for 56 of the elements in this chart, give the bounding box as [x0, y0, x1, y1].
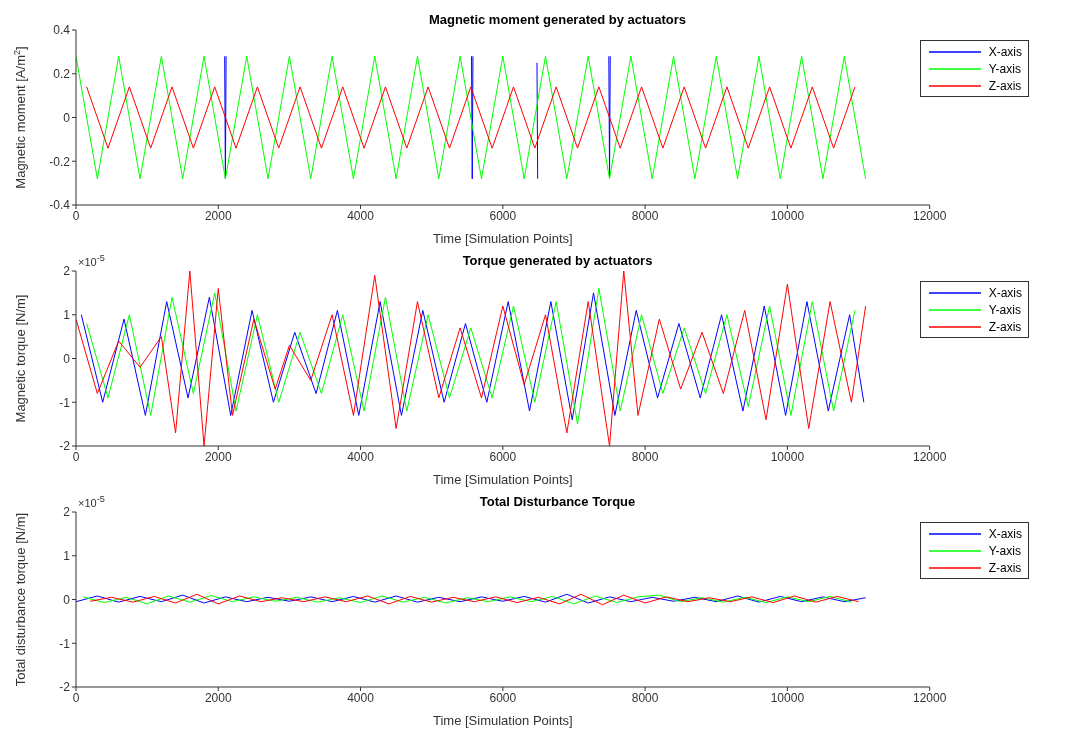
x-tick-label: 4000 — [347, 208, 375, 223]
x-tick-label: 8000 — [631, 690, 659, 705]
x-axis-title: Time [Simulation Points] — [432, 472, 573, 487]
y-tick-label: 2 — [63, 264, 71, 279]
x-tick-label: 8000 — [631, 208, 659, 223]
y-tick-label: 1 — [63, 549, 71, 564]
y-tick-label: -2 — [59, 680, 71, 695]
legend-label: X-axis — [988, 44, 1022, 59]
legend-label: Z-axis — [988, 78, 1022, 93]
legend-label: Y-axis — [988, 302, 1021, 317]
x-tick-label: 6000 — [489, 690, 517, 705]
y-tick-label: 0 — [63, 110, 71, 125]
x-tick-label: 12000 — [912, 208, 947, 223]
chart-title: Magnetic moment generated by actuators — [427, 12, 688, 27]
x-tick-label: 4000 — [347, 449, 375, 464]
x-axis-title: Time [Simulation Points] — [432, 231, 573, 246]
x-tick-label: 10000 — [770, 449, 805, 464]
x-tick-label: 10000 — [770, 208, 805, 223]
legend-label: X-axis — [988, 526, 1022, 541]
x-tick-label: 12000 — [912, 690, 947, 705]
x-tick-label: 2000 — [204, 449, 232, 464]
legend-label: X-axis — [988, 285, 1022, 300]
legend-label: Y-axis — [988, 543, 1021, 558]
text: ×10$^{-5}$ — [78, 494, 105, 509]
x-tick-label: 10000 — [770, 690, 805, 705]
y-tick-label: 1 — [63, 308, 71, 323]
y-tick-label: 0.2 — [53, 67, 71, 82]
chart-title: Torque generated by actuators — [462, 253, 653, 268]
y-tick-label: 0 — [63, 592, 71, 607]
y-tick-label: -0.2 — [49, 154, 71, 169]
x-tick-label: 2000 — [204, 208, 232, 223]
y-tick-label: -0.4 — [49, 198, 71, 213]
x-axis-title: Time [Simulation Points] — [432, 713, 573, 728]
y-tick-label: 0 — [63, 351, 71, 366]
x-tick-label: 8000 — [631, 449, 659, 464]
chart-title: Total Disturbance Torque — [479, 494, 636, 509]
y-tick-label: -1 — [59, 636, 71, 651]
legend-label: Z-axis — [988, 319, 1022, 334]
x-tick-label: 6000 — [489, 208, 517, 223]
y-tick-label: 0.4 — [53, 23, 71, 38]
line-series — [89, 593, 860, 606]
line-series — [76, 593, 867, 604]
y-tick-label: 2 — [63, 505, 71, 520]
legend-label: Z-axis — [988, 560, 1022, 575]
legend-label: Y-axis — [988, 61, 1021, 76]
line-series — [76, 271, 867, 446]
y-tick-label: -1 — [59, 395, 71, 410]
y-axis-title: Magnetic torque [N/m] — [13, 294, 28, 423]
y-tick-label: -2 — [59, 439, 71, 454]
text: ×10$^{-5}$ — [78, 253, 105, 268]
x-tick-label: 6000 — [489, 449, 517, 464]
x-tick-label: 4000 — [347, 690, 375, 705]
line-series — [82, 594, 852, 605]
x-tick-label: 12000 — [912, 449, 947, 464]
y-axis-title: Total disturbance torque [N/m] — [13, 512, 28, 687]
x-tick-label: 2000 — [204, 690, 232, 705]
